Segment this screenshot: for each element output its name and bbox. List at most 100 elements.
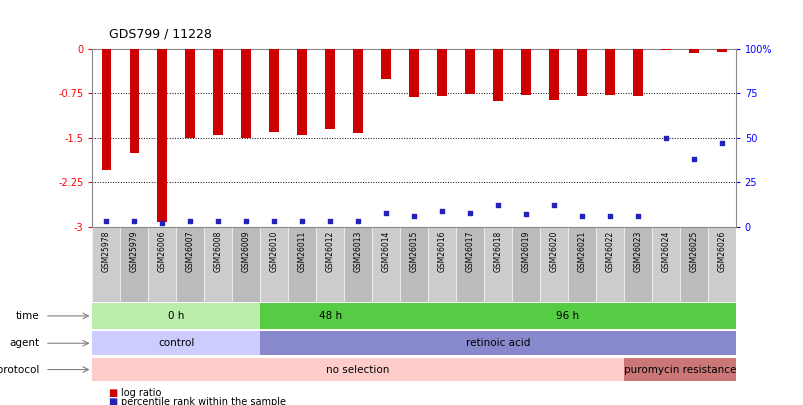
- FancyBboxPatch shape: [316, 227, 344, 302]
- FancyBboxPatch shape: [149, 227, 176, 302]
- FancyBboxPatch shape: [623, 227, 651, 302]
- Point: [296, 218, 308, 225]
- Point: [156, 220, 169, 226]
- FancyBboxPatch shape: [595, 227, 623, 302]
- Text: GSM26025: GSM26025: [688, 230, 697, 272]
- Text: ■: ■: [108, 388, 120, 398]
- Text: GSM26023: GSM26023: [633, 230, 642, 272]
- Point: [687, 156, 699, 162]
- Text: 96 h: 96 h: [556, 311, 579, 321]
- FancyBboxPatch shape: [427, 227, 455, 302]
- FancyBboxPatch shape: [623, 358, 735, 382]
- FancyBboxPatch shape: [120, 227, 149, 302]
- FancyBboxPatch shape: [651, 227, 679, 302]
- Point: [602, 213, 615, 220]
- Point: [351, 218, 364, 225]
- Text: GSM26024: GSM26024: [660, 230, 670, 272]
- Point: [100, 218, 112, 225]
- FancyBboxPatch shape: [204, 227, 232, 302]
- FancyBboxPatch shape: [400, 227, 427, 302]
- Bar: [381, 49, 390, 79]
- Text: ■: ■: [108, 397, 120, 405]
- Point: [212, 218, 225, 225]
- Bar: [213, 49, 223, 135]
- Text: agent: agent: [9, 338, 39, 348]
- Point: [463, 209, 476, 216]
- Text: control: control: [158, 338, 194, 348]
- Bar: [492, 49, 502, 101]
- FancyBboxPatch shape: [92, 227, 120, 302]
- Text: GSM26026: GSM26026: [716, 230, 725, 272]
- Text: GSM26009: GSM26009: [242, 230, 251, 272]
- Bar: [604, 49, 614, 95]
- Point: [128, 218, 141, 225]
- Bar: [353, 49, 363, 133]
- Text: GSM26016: GSM26016: [437, 230, 446, 272]
- Point: [519, 211, 532, 217]
- Bar: [688, 49, 698, 53]
- Point: [239, 218, 252, 225]
- Bar: [548, 49, 558, 100]
- FancyBboxPatch shape: [512, 227, 540, 302]
- Text: GSM26019: GSM26019: [521, 230, 530, 272]
- Text: GSM26014: GSM26014: [381, 230, 390, 272]
- FancyBboxPatch shape: [92, 303, 260, 329]
- Bar: [577, 49, 586, 96]
- Text: GSM26022: GSM26022: [605, 230, 613, 272]
- Point: [324, 218, 336, 225]
- Text: percentile rank within the sample: percentile rank within the sample: [120, 397, 285, 405]
- Text: GSM26006: GSM26006: [157, 230, 167, 272]
- Text: log ratio: log ratio: [120, 388, 161, 398]
- Bar: [464, 49, 475, 94]
- FancyBboxPatch shape: [176, 227, 204, 302]
- Point: [267, 218, 280, 225]
- FancyBboxPatch shape: [92, 331, 260, 355]
- Point: [547, 202, 560, 209]
- Text: time: time: [16, 311, 39, 321]
- Text: GSM26018: GSM26018: [493, 230, 502, 272]
- Bar: [716, 49, 726, 52]
- Text: GSM25978: GSM25978: [102, 230, 111, 272]
- Text: GSM26011: GSM26011: [297, 230, 306, 272]
- Bar: [101, 49, 111, 171]
- Point: [379, 209, 392, 216]
- Bar: [660, 49, 670, 50]
- Text: GSM26012: GSM26012: [325, 230, 334, 272]
- FancyBboxPatch shape: [679, 227, 707, 302]
- Text: 48 h: 48 h: [318, 311, 341, 321]
- FancyBboxPatch shape: [260, 331, 735, 355]
- Point: [407, 213, 420, 220]
- Text: GDS799 / 11228: GDS799 / 11228: [108, 28, 211, 40]
- Text: GSM26013: GSM26013: [353, 230, 362, 272]
- FancyBboxPatch shape: [540, 227, 567, 302]
- Text: retinoic acid: retinoic acid: [465, 338, 529, 348]
- Text: GSM25979: GSM25979: [130, 230, 139, 272]
- Point: [630, 213, 643, 220]
- Point: [184, 218, 197, 225]
- Bar: [269, 49, 279, 132]
- FancyBboxPatch shape: [455, 227, 483, 302]
- Text: GSM26007: GSM26007: [185, 230, 194, 272]
- FancyBboxPatch shape: [483, 227, 512, 302]
- FancyBboxPatch shape: [260, 227, 287, 302]
- Bar: [409, 49, 418, 97]
- Bar: [325, 49, 335, 129]
- Bar: [297, 49, 307, 135]
- Bar: [129, 49, 139, 153]
- Bar: [185, 49, 195, 138]
- FancyBboxPatch shape: [92, 358, 623, 382]
- Point: [435, 207, 448, 214]
- FancyBboxPatch shape: [567, 227, 595, 302]
- FancyBboxPatch shape: [232, 227, 260, 302]
- Text: 0 h: 0 h: [168, 311, 185, 321]
- FancyBboxPatch shape: [287, 227, 316, 302]
- Bar: [157, 49, 167, 222]
- Bar: [437, 49, 446, 96]
- FancyBboxPatch shape: [400, 303, 735, 329]
- Bar: [520, 49, 530, 95]
- Text: GSM26017: GSM26017: [465, 230, 474, 272]
- FancyBboxPatch shape: [344, 227, 372, 302]
- FancyBboxPatch shape: [372, 227, 400, 302]
- Text: GSM26021: GSM26021: [577, 230, 585, 272]
- Bar: [241, 49, 251, 138]
